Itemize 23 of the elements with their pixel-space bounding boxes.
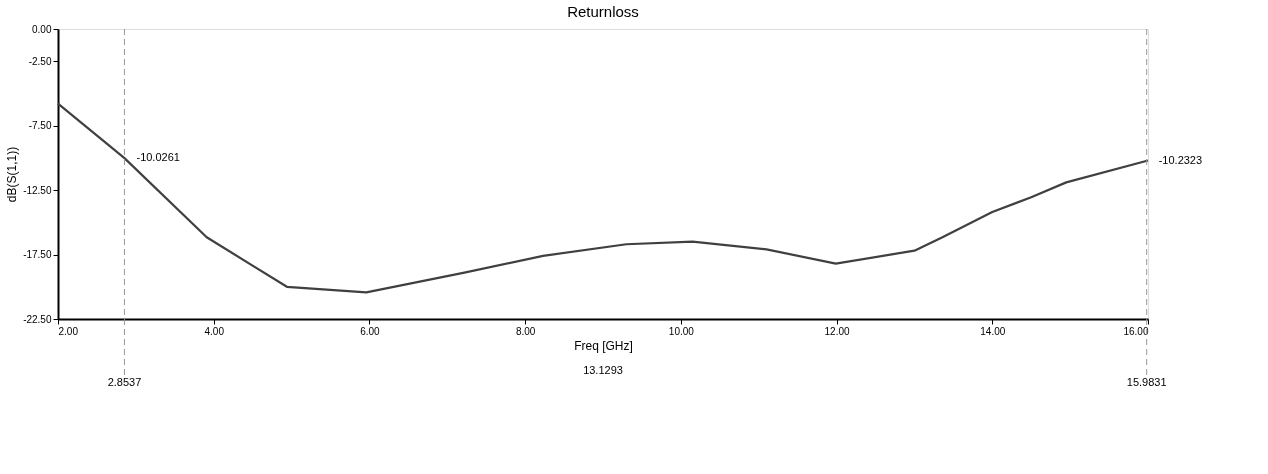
chart-title: Returnloss bbox=[567, 3, 639, 20]
x-tick-label: 8.00 bbox=[515, 325, 536, 337]
y-tick-label: -17.50 bbox=[23, 249, 52, 261]
ref-line-label: 2.8537 bbox=[107, 376, 142, 388]
ref-line-label: 15.9831 bbox=[1126, 376, 1167, 388]
annotation: -10.2323 bbox=[1158, 153, 1203, 166]
x-tick-label: 2.00 bbox=[58, 325, 79, 337]
y-axis-title: dB(S(1,1)) bbox=[5, 146, 20, 203]
y-tick-label: -7.50 bbox=[28, 120, 52, 132]
annotation: -10.0261 bbox=[136, 151, 180, 164]
x-tick-label: 4.00 bbox=[204, 325, 225, 337]
x-tick-label: 14.00 bbox=[980, 325, 1006, 337]
y-tick-label: 0.00 bbox=[32, 23, 52, 35]
x-tick-label: 6.00 bbox=[360, 325, 381, 337]
x-axis-title: Freq [GHz] bbox=[574, 338, 633, 353]
y-tick-label: -12.50 bbox=[23, 184, 52, 196]
text: 13.1293 bbox=[583, 364, 623, 376]
y-tick-label: -2.50 bbox=[28, 55, 52, 67]
y-tick-label: -22.50 bbox=[23, 313, 52, 325]
x-tick-label: 10.00 bbox=[668, 325, 695, 337]
x-tick-label: 12.00 bbox=[824, 325, 851, 337]
x-tick-label: 16.00 bbox=[1123, 325, 1149, 337]
line-series bbox=[56, 102, 1150, 294]
